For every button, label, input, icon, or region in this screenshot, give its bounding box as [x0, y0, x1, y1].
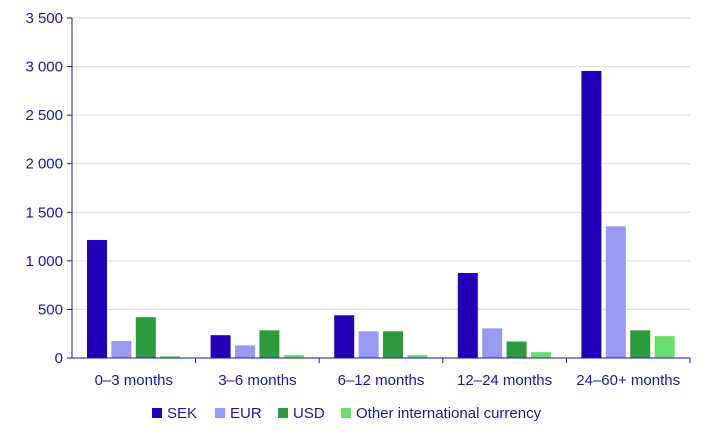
y-tick-label: 1 000	[25, 253, 63, 270]
legend-label: Other international currency	[356, 405, 542, 422]
x-tick-label: 0–3 months	[95, 372, 173, 389]
bars	[87, 70, 675, 358]
legend-label: USD	[293, 405, 325, 422]
y-tick-label: 2 000	[25, 156, 63, 173]
x-tick-label: 6–12 months	[338, 372, 425, 389]
bar	[334, 315, 355, 358]
x-tick-label: 3–6 months	[218, 372, 296, 389]
legend: SEK EUR USD Other international currency	[152, 405, 542, 422]
bar	[135, 317, 156, 358]
bar	[87, 239, 107, 358]
legend-label: SEK	[167, 405, 197, 422]
legend-label: EUR	[230, 405, 262, 422]
legend-swatch	[152, 408, 162, 418]
legend-swatch	[278, 408, 288, 418]
bar	[235, 345, 255, 358]
y-tick-label: 3 500	[25, 10, 63, 27]
bar	[210, 335, 231, 358]
bar	[407, 355, 428, 358]
x-tick-label: 24–60+ months	[576, 372, 680, 389]
bar	[383, 331, 403, 358]
x-tick-labels: 0–3 months 3–6 months 6–12 months 12–24 mon…	[95, 372, 681, 389]
y-tick-label: 0	[55, 350, 63, 367]
bar	[605, 226, 626, 358]
y-tick-label: 2 500	[25, 107, 63, 124]
y-tick-label: 1 500	[25, 204, 63, 221]
bar	[160, 356, 181, 358]
bar	[506, 341, 527, 358]
bar	[111, 341, 132, 358]
bar	[283, 355, 304, 358]
x-tick-label: 12–24 months	[457, 372, 552, 389]
bar	[358, 331, 379, 358]
axes	[67, 17, 691, 363]
bar	[259, 330, 280, 358]
bar	[630, 330, 651, 358]
bar	[482, 328, 503, 358]
bar	[581, 70, 602, 358]
bar	[457, 273, 478, 358]
y-tick-labels: 0 500 1 000 1 500 2 000 2 500 3 000 3 500	[25, 10, 63, 367]
y-tick-label: 3 000	[25, 59, 63, 76]
legend-swatch	[215, 408, 225, 418]
gridlines	[72, 17, 690, 310]
legend-swatch	[341, 408, 351, 418]
bar	[654, 336, 675, 358]
bar	[531, 352, 551, 358]
y-tick-label: 500	[38, 301, 63, 318]
